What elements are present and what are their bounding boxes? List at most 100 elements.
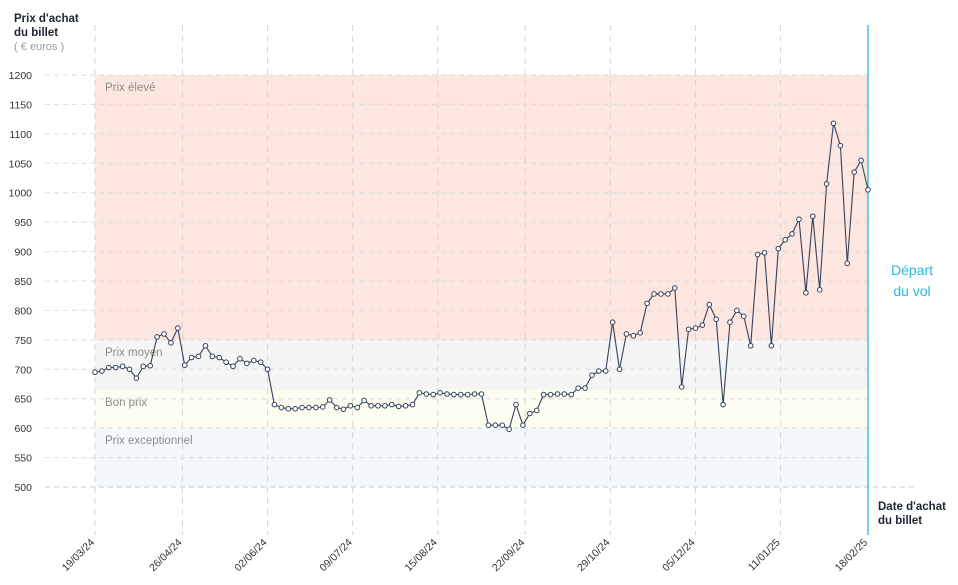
x-tick-label: 05/12/24 [660, 537, 697, 574]
price-point [768, 342, 775, 349]
price-point [457, 391, 464, 398]
price-point [499, 422, 506, 429]
price-point [202, 342, 209, 349]
price-point [844, 260, 851, 267]
y-tick-label: 950 [14, 217, 32, 229]
band-label: Bon prix [105, 397, 147, 409]
price-point [223, 359, 229, 366]
price-point [230, 363, 236, 370]
price-point [382, 402, 388, 409]
price-point [195, 353, 202, 360]
price-point [99, 368, 105, 374]
price-point [388, 401, 395, 408]
price-point [630, 332, 637, 339]
price-point [161, 331, 167, 337]
price-point [423, 391, 430, 397]
y-tick-label: 1200 [9, 70, 33, 82]
price-point [209, 353, 216, 360]
price-point [568, 391, 575, 398]
price-point [782, 237, 788, 243]
price-point [513, 401, 519, 408]
price-point [278, 404, 285, 411]
price-point [112, 364, 119, 371]
price-point [582, 385, 588, 391]
price-point [616, 366, 623, 373]
price-point [540, 391, 547, 398]
price-point [658, 291, 664, 297]
price-point [520, 422, 526, 429]
departure-label: Départ [891, 262, 933, 278]
price-point [678, 384, 685, 390]
price-point [430, 391, 436, 398]
price-point [92, 369, 98, 376]
price-point [692, 325, 699, 331]
y-tick-label: 1000 [9, 188, 33, 200]
price-point [237, 355, 243, 362]
price-point [140, 363, 147, 370]
price-point [451, 391, 457, 398]
price-point [858, 157, 864, 164]
y-axis-title: du billet [14, 27, 58, 39]
price-point [306, 404, 312, 411]
x-tick-label: 29/10/24 [575, 537, 612, 574]
price-point [596, 368, 602, 374]
price-point [506, 426, 512, 433]
price-point [837, 142, 844, 149]
price-point [147, 362, 154, 369]
price-point [175, 325, 181, 331]
y-tick-label: 550 [14, 453, 32, 465]
price-point [354, 404, 361, 411]
price-point [533, 407, 540, 414]
price-point [665, 291, 671, 297]
price-point [796, 216, 802, 222]
y-tick-label: 500 [14, 482, 32, 494]
price-point [713, 316, 719, 323]
band-label: Prix élevé [105, 82, 156, 94]
x-tick-label: 02/06/24 [232, 537, 269, 574]
price-point [368, 402, 374, 409]
departure-label: du vol [893, 283, 930, 299]
price-point [671, 285, 678, 291]
price-point [188, 354, 195, 361]
price-point [830, 120, 837, 127]
price-point [416, 390, 423, 396]
x-axis-title: Date d'achat [878, 501, 946, 513]
price-point [471, 391, 478, 397]
price-point [154, 334, 160, 340]
band-label: Prix exceptionnel [105, 435, 193, 447]
price-point [644, 300, 650, 307]
y-tick-label: 750 [14, 335, 32, 347]
price-point [602, 368, 609, 374]
price-point [734, 307, 740, 314]
price-point [126, 366, 133, 373]
x-tick-label: 19/03/24 [60, 537, 97, 574]
price-point [623, 331, 630, 337]
price-point [168, 340, 174, 346]
price-point [244, 360, 250, 367]
price-point [271, 401, 278, 408]
price-band [95, 339, 868, 390]
price-point [181, 362, 188, 368]
price-point [257, 359, 264, 366]
price-point [823, 181, 830, 187]
price-point [285, 405, 292, 412]
price-point [492, 422, 499, 429]
price-point [789, 231, 795, 237]
y-tick-label: 850 [14, 276, 32, 288]
x-tick-label: 22/09/24 [490, 537, 527, 574]
x-tick-label: 15/08/24 [403, 537, 440, 574]
price-point [809, 213, 816, 220]
price-point [313, 404, 319, 411]
price-point [775, 245, 782, 252]
price-point [637, 329, 644, 336]
price-point [589, 372, 595, 378]
band-label: Prix moyen [105, 347, 163, 359]
price-point [119, 363, 126, 370]
price-point [409, 401, 416, 408]
price-point [216, 354, 223, 361]
y-tick-label: 650 [14, 394, 32, 406]
price-point [264, 366, 271, 373]
y-tick-label: 800 [14, 305, 32, 317]
y-axis-title: Prix d'achat [14, 13, 79, 25]
